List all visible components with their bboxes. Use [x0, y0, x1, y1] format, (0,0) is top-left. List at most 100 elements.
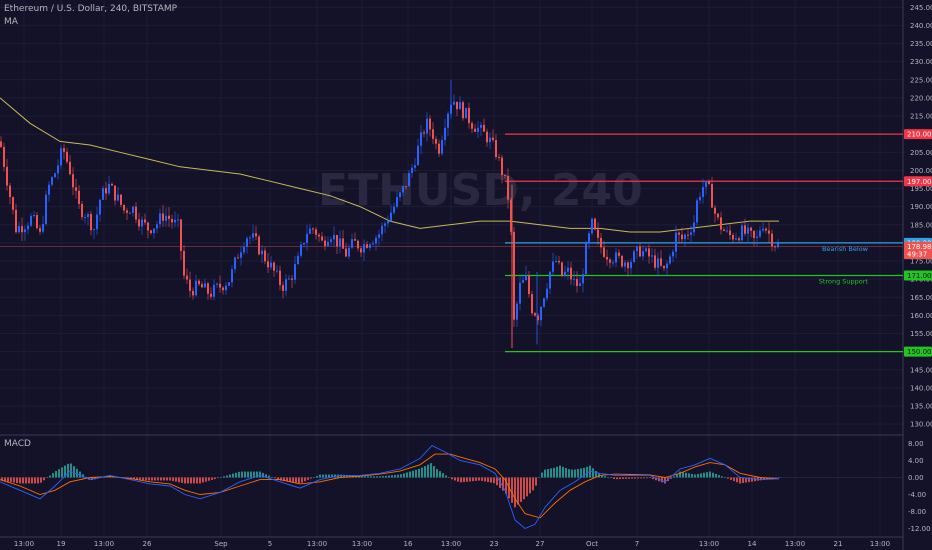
candle-body[interactable] [276, 270, 278, 272]
candle-body[interactable] [261, 250, 263, 255]
candle-body[interactable] [60, 148, 62, 166]
candle-body[interactable] [489, 137, 491, 143]
candle-body[interactable] [483, 124, 485, 132]
candle-body[interactable] [408, 173, 410, 187]
candle-body[interactable] [24, 229, 26, 233]
candle-body[interactable] [459, 102, 461, 110]
candle-body[interactable] [315, 229, 317, 235]
candle-body[interactable] [141, 219, 143, 227]
candle-body[interactable] [138, 219, 140, 227]
candle-body[interactable] [9, 185, 11, 198]
candle-body[interactable] [678, 232, 680, 235]
candle-body[interactable] [255, 233, 257, 237]
candle-body[interactable] [618, 252, 620, 256]
candle-body[interactable] [204, 283, 206, 288]
candle-body[interactable] [207, 283, 209, 294]
candle-body[interactable] [69, 161, 71, 175]
candle-body[interactable] [174, 219, 176, 223]
candle-body[interactable] [699, 196, 701, 201]
candle-body[interactable] [741, 225, 743, 241]
candle-body[interactable] [30, 215, 32, 226]
candle-body[interactable] [672, 251, 674, 257]
candle-body[interactable] [195, 280, 197, 296]
candle-body[interactable] [150, 230, 152, 234]
candle-body[interactable] [384, 223, 386, 226]
candle-body[interactable] [738, 238, 740, 241]
candle-body[interactable] [732, 234, 734, 240]
candle-body[interactable] [351, 239, 353, 248]
candle-body[interactable] [327, 241, 329, 247]
candle-body[interactable] [573, 279, 575, 281]
candle-body[interactable] [210, 293, 212, 297]
candle-body[interactable] [21, 226, 23, 233]
candle-body[interactable] [708, 181, 710, 185]
candle-body[interactable] [231, 269, 233, 283]
candle-body[interactable] [105, 188, 107, 194]
candle-body[interactable] [435, 138, 437, 144]
candle-body[interactable] [279, 270, 281, 286]
candle-body[interactable] [729, 230, 731, 235]
candle-body[interactable] [321, 236, 323, 241]
candle-body[interactable] [537, 315, 539, 321]
candle-body[interactable] [282, 285, 284, 291]
candle-body[interactable] [414, 165, 416, 168]
candle-body[interactable] [306, 233, 308, 243]
candle-body[interactable] [369, 244, 371, 248]
candle-body[interactable] [558, 260, 560, 263]
candle-body[interactable] [744, 225, 746, 234]
candle-body[interactable] [447, 113, 449, 128]
candle-body[interactable] [270, 262, 272, 268]
candle-body[interactable] [645, 248, 647, 252]
candle-body[interactable] [636, 246, 638, 252]
candle-body[interactable] [585, 243, 587, 275]
candle-body[interactable] [63, 148, 65, 152]
candle-body[interactable] [528, 274, 530, 295]
candle-body[interactable] [153, 228, 155, 234]
candle-body[interactable] [750, 227, 752, 231]
candle-body[interactable] [288, 278, 290, 280]
candle-body[interactable] [165, 215, 167, 221]
candle-body[interactable] [588, 233, 590, 244]
candle-body[interactable] [135, 206, 137, 220]
candle-body[interactable] [219, 283, 221, 288]
candle-body[interactable] [654, 255, 656, 268]
candle-body[interactable] [12, 197, 14, 210]
candle-body[interactable] [768, 230, 770, 234]
macd-indicator-label[interactable]: MACD [4, 439, 31, 449]
candle-body[interactable] [504, 174, 506, 176]
candle-body[interactable] [228, 282, 230, 286]
candle-body[interactable] [474, 128, 476, 132]
candle-body[interactable] [117, 194, 119, 201]
candle-body[interactable] [552, 261, 554, 272]
candle-body[interactable] [201, 284, 203, 288]
candle-body[interactable] [438, 143, 440, 154]
candle-body[interactable] [627, 262, 629, 269]
candle-body[interactable] [192, 290, 194, 296]
candle-body[interactable] [522, 280, 524, 283]
candle-body[interactable] [375, 237, 377, 244]
candle-body[interactable] [291, 278, 293, 280]
candle-body[interactable] [129, 212, 131, 214]
candle-body[interactable] [114, 185, 116, 201]
candle-body[interactable] [132, 206, 134, 213]
candle-body[interactable] [285, 279, 287, 291]
candle-body[interactable] [756, 236, 758, 238]
candle-body[interactable] [642, 251, 644, 257]
candle-body[interactable] [762, 228, 764, 231]
candle-body[interactable] [456, 101, 458, 110]
candle-body[interactable] [72, 174, 74, 188]
candlestick-series[interactable] [0, 79, 779, 348]
candle-body[interactable] [510, 199, 512, 232]
ma-indicator-label[interactable]: MA [4, 17, 18, 27]
candle-body[interactable] [372, 243, 374, 245]
candle-body[interactable] [333, 234, 335, 240]
candle-body[interactable] [687, 234, 689, 236]
candle-body[interactable] [162, 213, 164, 221]
candle-body[interactable] [303, 242, 305, 245]
candle-body[interactable] [360, 248, 362, 253]
candle-body[interactable] [147, 222, 149, 231]
candle-body[interactable] [453, 101, 455, 105]
candle-body[interactable] [555, 260, 557, 262]
candle-body[interactable] [273, 262, 275, 271]
candle-body[interactable] [144, 219, 146, 223]
